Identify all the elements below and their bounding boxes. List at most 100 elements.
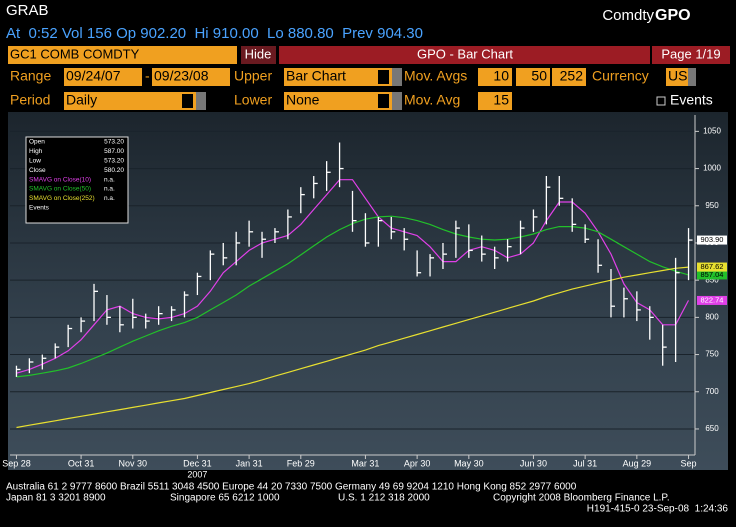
lower-label: Lower	[234, 92, 272, 108]
x-tick-label: Jul 31	[573, 458, 597, 468]
moving-average-line	[16, 266, 689, 429]
readout-label: Close	[29, 167, 46, 174]
period-field[interactable]	[64, 92, 196, 110]
upper-value: Bar Chart	[286, 68, 346, 84]
x-tick-label: Jan 31	[236, 458, 263, 468]
range-start: 09/24/07	[66, 68, 121, 84]
readout-value: 573.20	[104, 158, 124, 165]
events-checkbox[interactable]	[656, 96, 666, 106]
year-label: 2007	[187, 469, 207, 479]
range-end: 09/23/08	[154, 68, 209, 84]
last-value-box	[697, 235, 727, 245]
x-tick-label: Feb 29	[287, 458, 315, 468]
x-tick-label: Dec 31	[183, 458, 212, 468]
mov-avg-period-field[interactable]	[516, 68, 550, 86]
x-tick-label: Oct 31	[68, 458, 95, 468]
y-tick-label: 650	[705, 424, 719, 433]
footer-contacts: Australia 61 2 9777 8600 Brazil 5511 304…	[6, 482, 577, 493]
range-start-field[interactable]	[64, 68, 142, 86]
x-tick-label: Mar 31	[351, 458, 379, 468]
mov-avg-period: 252	[560, 68, 584, 84]
mov-avg-period: 50	[531, 68, 547, 84]
hide-button[interactable]	[241, 46, 276, 64]
y-tick-label: 800	[705, 312, 719, 321]
x-tick-label: Sep 28	[2, 458, 31, 468]
footer-contacts: U.S. 1 212 318 2000	[338, 493, 430, 504]
readout-value: 587.00	[104, 148, 124, 155]
last-value-label: 857.04	[701, 270, 724, 279]
y-tick-label: 1000	[703, 164, 721, 173]
footer-contacts: Copyright 2008 Bloomberg Finance L.P.	[493, 493, 670, 504]
dropdown-arrow[interactable]	[182, 94, 193, 108]
y-tick-label: 700	[705, 387, 719, 396]
dropdown-edge[interactable]	[688, 68, 696, 86]
x-tick-label: Aug 29	[623, 458, 652, 468]
y-tick-label: 750	[705, 350, 719, 359]
mov-avg-field[interactable]	[478, 92, 512, 110]
last-value-box	[697, 262, 727, 272]
mov-avg-period-field[interactable]	[478, 68, 512, 86]
dropdown-arrow[interactable]	[378, 70, 389, 84]
footer-contacts: Singapore 65 6212 1000	[170, 493, 280, 504]
security-field[interactable]	[8, 46, 237, 64]
readout-label: High	[29, 148, 43, 155]
mov-avg: 15	[493, 92, 509, 108]
period-label: Period	[10, 92, 50, 108]
legend-entry: SMAVG on Close(50)	[29, 186, 91, 193]
upper-value-field[interactable]	[284, 68, 392, 86]
brand-code: GPO	[655, 7, 691, 24]
readout-box	[25, 136, 129, 224]
footer-timestamp: H191-415-0 23-Sep-08 1:24:36	[587, 504, 729, 515]
mov-avgs-label: Mov. Avgs	[404, 68, 467, 84]
currency-label: Currency	[592, 68, 649, 84]
range-end-field[interactable]	[152, 68, 230, 86]
dropdown-edge[interactable]	[392, 68, 402, 86]
page-indicator	[652, 46, 730, 64]
x-tick-label: May 30	[454, 458, 484, 468]
range-label: Range	[10, 68, 51, 84]
screen-code: GRAB	[6, 2, 49, 19]
dropdown-edge[interactable]	[196, 92, 206, 110]
y-tick-label: 850	[705, 275, 719, 284]
last-value-box	[697, 270, 727, 280]
x-tick-label: Sep	[681, 458, 697, 468]
last-value-label: 903.90	[701, 235, 724, 244]
title-bar	[279, 46, 650, 64]
range-separator: -	[145, 68, 150, 84]
upper-label: Upper	[234, 68, 272, 84]
legend-status: n.a.	[104, 195, 115, 202]
mov-avg-period: 10	[493, 68, 509, 84]
readout-events: Events	[29, 205, 50, 212]
security: GC1 COMB COMDTY	[10, 46, 140, 61]
legend-entry: SMAVG on Close(10)	[29, 176, 91, 183]
dropdown-edge[interactable]	[392, 92, 402, 110]
legend-status: n.a.	[104, 176, 115, 183]
last-value-box	[697, 295, 727, 305]
legend-status: n.a.	[104, 186, 115, 193]
period: Daily	[66, 92, 97, 108]
x-tick-label: Apr 30	[404, 458, 431, 468]
dropdown-arrow[interactable]	[378, 94, 389, 108]
hide-label: Hide	[245, 46, 272, 61]
events-label: Events	[670, 92, 713, 108]
readout-value: 580.20	[104, 167, 124, 174]
footer-contacts: Japan 81 3 3201 8900	[6, 493, 106, 504]
mov-avg-label: Mov. Avg	[404, 92, 460, 108]
readout-label: Open	[29, 139, 45, 146]
y-tick-label: 950	[705, 201, 719, 210]
quote-line: At 0:52 Vol 156 Op 902.20 Hi 910.00 Lo 8…	[6, 25, 423, 42]
x-tick-label: Nov 30	[119, 458, 148, 468]
currency-field[interactable]	[666, 68, 688, 86]
lower-value-field[interactable]	[284, 92, 392, 110]
readout-value: 573.20	[104, 139, 124, 146]
lower-value: None	[286, 92, 320, 108]
x-tick-label: Jun 30	[520, 458, 547, 468]
page-number: Page 1/19	[661, 46, 720, 61]
moving-average-line	[16, 179, 690, 374]
y-tick-label: 1050	[703, 126, 721, 135]
mov-avg-period-field[interactable]	[552, 68, 586, 86]
readout-label: Low	[29, 158, 41, 165]
legend-entry: SMAVG on Close(252)	[29, 195, 95, 202]
brand: Comdty	[602, 7, 654, 24]
